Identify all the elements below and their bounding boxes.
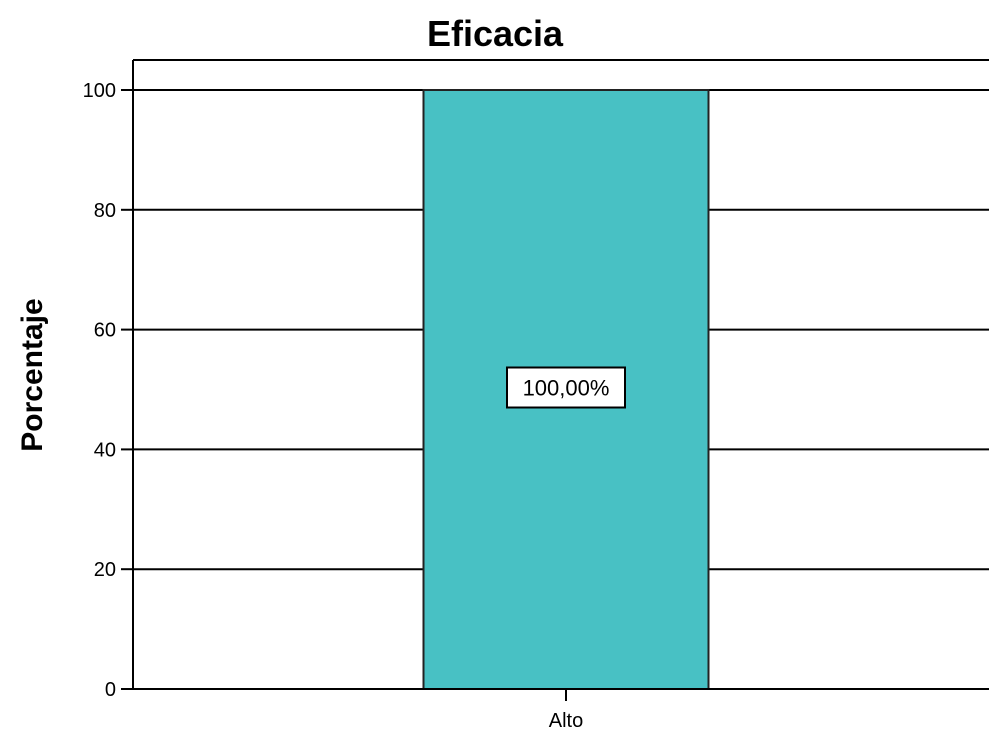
- data-label: 100,00%: [523, 376, 610, 401]
- y-axis-label: Porcentaje: [16, 298, 49, 451]
- x-tick-label: Alto: [549, 710, 583, 732]
- y-tick-label: 20: [94, 559, 116, 581]
- y-tick-label: 60: [94, 320, 116, 342]
- y-tick-label: 80: [94, 200, 116, 222]
- y-tick-label: 40: [94, 439, 116, 461]
- chart-title: Eficacia: [427, 13, 564, 54]
- y-tick-label: 100: [83, 80, 116, 102]
- y-tick-label: 0: [105, 679, 116, 701]
- data-label-box: [506, 366, 626, 409]
- plot-area: 0 20 40 60 80 100 Alto 100,00%: [83, 59, 989, 732]
